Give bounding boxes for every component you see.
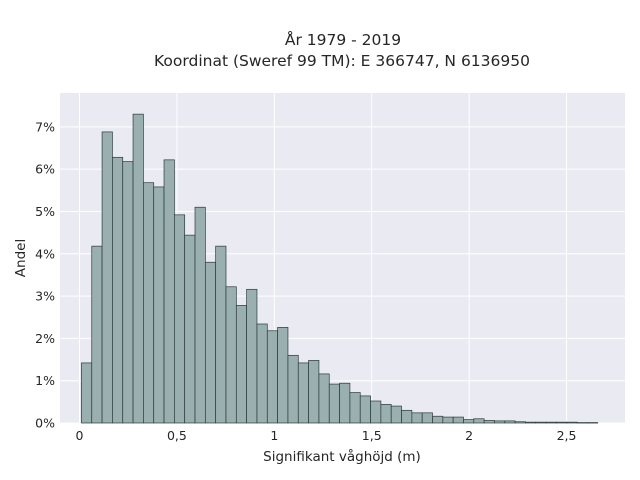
x-tick-label: 1 xyxy=(270,428,278,443)
histogram-bar xyxy=(256,323,268,424)
histogram-bar xyxy=(525,421,537,424)
histogram-bar xyxy=(328,383,340,424)
histogram-bar xyxy=(91,245,103,424)
y-tick-label: 6% xyxy=(35,162,55,177)
histogram-bar xyxy=(266,330,278,424)
histogram-bar xyxy=(401,409,413,424)
histogram-bar xyxy=(225,286,237,424)
x-tick-label: 2,5 xyxy=(557,428,577,443)
chart-title-line-2: Koordinat (Sweref 99 TM): E 366747, N 61… xyxy=(154,52,530,70)
y-axis-ticks: 0% 1% 2% 3% 4% 5% 6% 7% xyxy=(35,119,55,430)
histogram-bar xyxy=(287,354,299,424)
x-axis-label: Signifikant våghöjd (m) xyxy=(263,448,421,465)
histogram-bar xyxy=(566,421,578,424)
histogram-bar xyxy=(380,404,392,424)
x-tick-label: 2 xyxy=(465,428,473,443)
histogram-bar xyxy=(359,395,371,424)
y-axis-label: Andel xyxy=(13,239,29,277)
histogram-bar xyxy=(297,362,309,424)
histogram-bar xyxy=(514,421,526,424)
histogram-bar xyxy=(545,421,557,424)
y-tick-label: 0% xyxy=(35,416,55,431)
histogram-bar xyxy=(277,327,289,424)
x-tick-label: 1,5 xyxy=(362,428,382,443)
histogram-bar xyxy=(452,416,464,424)
histogram-bar xyxy=(215,245,227,424)
histogram-bar xyxy=(122,161,134,424)
histogram-bar xyxy=(421,412,433,424)
histogram-bar xyxy=(432,415,444,424)
histogram-bar xyxy=(442,416,454,424)
histogram-bar xyxy=(132,113,144,424)
histogram-bar xyxy=(308,360,320,424)
histogram-bar xyxy=(556,421,568,424)
histogram-bar xyxy=(411,412,423,424)
histogram-bar xyxy=(246,288,258,424)
histogram-bar xyxy=(587,422,599,424)
chart-title-line-1: År 1979 - 2019 xyxy=(285,30,401,49)
histogram-bar xyxy=(504,420,516,424)
histogram-bar xyxy=(81,362,93,424)
histogram-bar xyxy=(318,373,330,424)
histogram-bar xyxy=(174,214,186,424)
histogram-bar xyxy=(112,156,124,424)
y-tick-label: 2% xyxy=(35,331,55,346)
y-tick-label: 4% xyxy=(35,246,55,261)
histogram-bar xyxy=(163,159,175,424)
x-tick-label: 0,5 xyxy=(167,428,187,443)
y-tick-label: 1% xyxy=(35,373,55,388)
histogram-bar xyxy=(204,261,217,424)
histogram-bar xyxy=(349,392,361,424)
histogram-bar xyxy=(153,186,165,424)
histogram-bar xyxy=(235,305,247,424)
histogram-bar xyxy=(194,206,206,424)
bars-group xyxy=(81,113,599,424)
histogram-bar xyxy=(339,382,351,424)
histogram-bar xyxy=(576,422,588,424)
histogram-bar xyxy=(390,405,402,424)
histogram-bar xyxy=(494,420,506,424)
x-tick-label: 0 xyxy=(76,428,84,443)
histogram-bar xyxy=(184,234,196,424)
histogram-bar xyxy=(370,400,382,424)
histogram-bar xyxy=(463,419,475,424)
histogram-bar xyxy=(473,418,485,424)
histogram-bar xyxy=(535,421,547,424)
histogram-bar xyxy=(483,420,495,424)
histogram-bar xyxy=(101,131,113,424)
y-tick-label: 3% xyxy=(35,289,55,304)
y-tick-label: 7% xyxy=(35,119,55,134)
y-tick-label: 5% xyxy=(35,204,55,219)
x-axis-ticks: 0 0,5 1 1,5 2 2,5 xyxy=(76,428,577,443)
histogram-bar xyxy=(143,182,155,424)
